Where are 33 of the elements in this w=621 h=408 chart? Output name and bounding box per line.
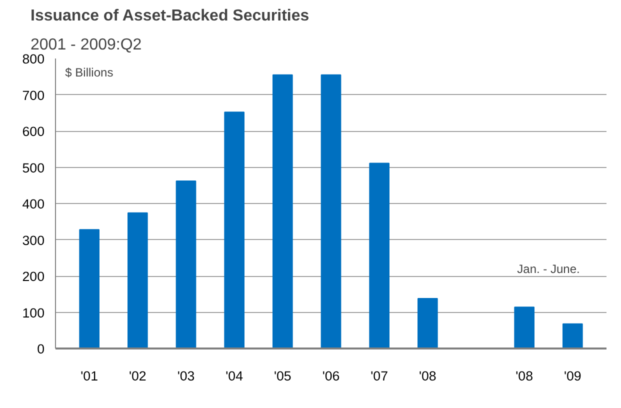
y-tick-label: 200 [22,269,45,284]
bar [176,180,196,348]
chart-subtitle: 2001 - 2009:Q2 [30,36,142,54]
x-tick-label: '07 [370,368,388,384]
x-tick-label: '01 [80,368,98,384]
bar [418,298,438,348]
y-tick-label: 500 [22,160,45,176]
bar [79,229,100,348]
x-tick-label: '05 [274,368,292,384]
y-tick-label: 700 [22,88,45,103]
bar [514,306,534,348]
bar [320,74,342,348]
y-tick-label: 300 [22,232,45,248]
x-tick-label: '02 [128,368,146,384]
x-tick-label: '08 [516,368,534,384]
y-tick-label: 800 [22,52,45,66]
bar [562,323,583,348]
annotation: Jan. - June. [517,262,580,276]
x-tick-label: '08 [418,368,436,384]
y-tick-label: 100 [22,305,45,320]
x-tick-label: '03 [177,368,195,384]
y-tick-label: 0 [37,342,45,356]
x-tick-label: '06 [322,368,340,384]
bar [128,212,148,348]
y-tick-label: 600 [22,124,45,139]
bar [369,162,390,348]
y-tick-label: 400 [22,196,45,212]
x-tick-label: '09 [564,368,582,384]
bar [272,74,293,348]
y-axis-title: $ Billions [65,66,114,80]
chart-title: Issuance of Asset-Backed Securities [30,8,310,24]
bar [224,112,244,348]
x-tick-label: '04 [226,368,244,384]
